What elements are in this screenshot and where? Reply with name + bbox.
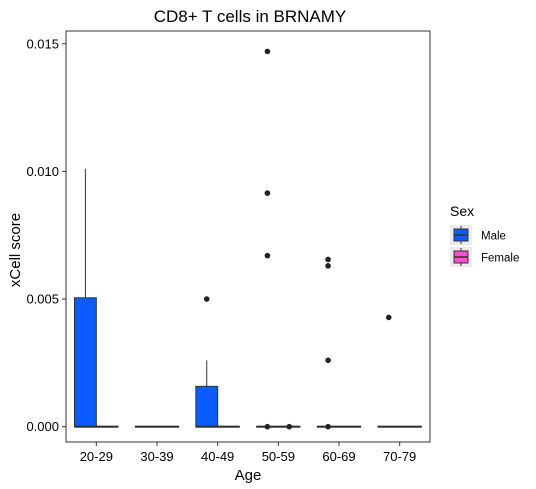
outlier-point [325, 423, 331, 430]
x-axis-title: Age [235, 467, 262, 484]
chart-title: CD8+ T cells in BRNAMY [154, 7, 347, 26]
box-female-50-59 [277, 423, 301, 430]
outlier-point [264, 252, 271, 259]
x-tick-label: 60-69 [322, 449, 355, 464]
legend-title: Sex [450, 203, 474, 219]
legend: Sex Male Female [450, 203, 519, 267]
box-male-20-29 [73, 168, 97, 428]
box-rect [195, 385, 219, 428]
box-rect [73, 297, 97, 428]
x-tick-label: 70-79 [383, 449, 416, 464]
outlier-point [264, 48, 271, 55]
legend-label-female: Female [481, 253, 519, 265]
y-tick-label: 0.005 [26, 292, 59, 307]
x-tick-label: 20-29 [80, 449, 113, 464]
box-male-60-69 [316, 256, 340, 430]
y-tick-label: 0.000 [26, 419, 59, 434]
outlier-point [286, 423, 293, 430]
outlier-point [325, 256, 331, 263]
legend-label-male: Male [481, 231, 506, 243]
outlier-point [264, 423, 271, 430]
outlier-point [203, 296, 210, 302]
outlier-point [264, 190, 271, 196]
x-tick-label: 40-49 [201, 449, 234, 464]
x-tick-label: 50-59 [262, 449, 295, 464]
outlier-point [325, 263, 331, 269]
legend-key-female [450, 247, 472, 267]
y-tick-label: 0.015 [26, 36, 59, 51]
plot-panel [65, 30, 431, 443]
outlier-point [385, 314, 392, 321]
legend-key-male [450, 225, 472, 245]
y-axis-title: xCell score [7, 213, 24, 287]
x-tick-label: 30-39 [140, 449, 173, 464]
box-male-40-49 [195, 296, 219, 428]
box-series [73, 48, 423, 430]
y-axis: 0.000 0.005 0.010 0.015 [26, 36, 66, 434]
x-axis: 20-29 30-39 40-49 50-59 60-69 70-79 [80, 442, 416, 464]
y-tick-label: 0.010 [26, 164, 59, 179]
outlier-point [325, 357, 331, 364]
box-male-50-59 [255, 48, 279, 430]
